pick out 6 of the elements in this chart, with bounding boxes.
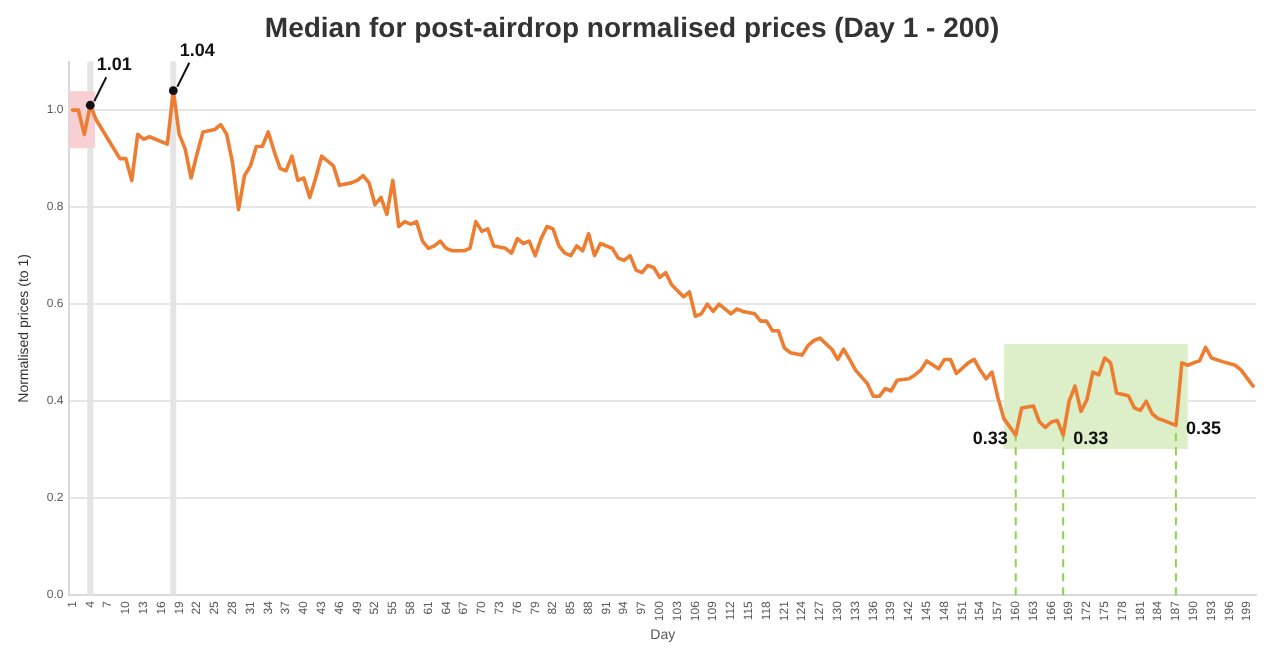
annotation: 1.04 — [179, 39, 215, 60]
annotation: 0.33 — [1073, 428, 1109, 449]
annotation: 0.33 — [972, 428, 1008, 449]
annotation: 0.35 — [1185, 418, 1221, 439]
chart-title: Median for post-airdrop normalised prices (Day 1 - 200) — [264, 10, 1000, 43]
annotation: 1.01 — [96, 54, 132, 75]
